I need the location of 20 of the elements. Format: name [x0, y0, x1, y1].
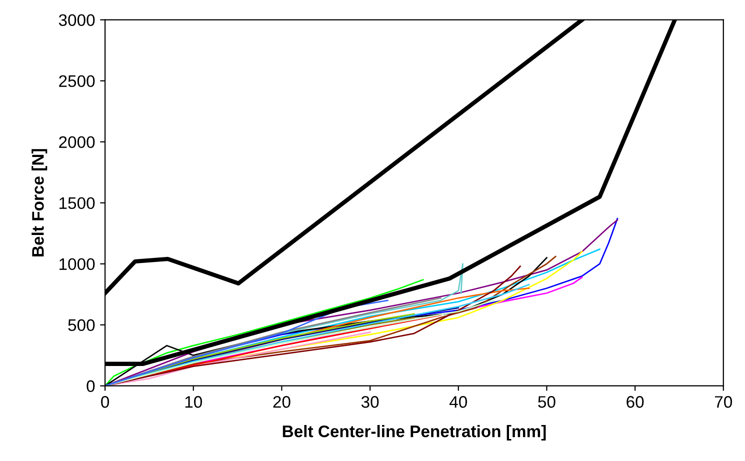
- x-tick-label: 20: [273, 396, 290, 408]
- x-axis-title: Belt Center-line Penetration [mm]: [282, 425, 546, 441]
- y-axis-title: Belt Force [N]: [32, 149, 48, 256]
- y-tick-label: 500: [68, 319, 95, 332]
- line-series: [105, 297, 442, 386]
- line-series: [105, 300, 388, 386]
- y-tick-label: 0: [86, 380, 95, 392]
- x-tick-label: 60: [626, 396, 644, 408]
- x-tick-label: 0: [101, 396, 110, 408]
- x-tick-label: 70: [714, 396, 732, 408]
- x-tick-label: 10: [185, 396, 202, 408]
- y-tick-label: 2000: [59, 136, 95, 148]
- x-tick-label: 40: [450, 396, 468, 408]
- y-tick-label: 1000: [60, 258, 95, 270]
- x-tick-label: 50: [538, 396, 556, 408]
- y-tick-label: 1500: [60, 197, 95, 210]
- y-tick-label: 2500: [59, 75, 95, 88]
- y-tick-label: 3000: [58, 14, 95, 26]
- x-tick-label: 30: [361, 396, 379, 408]
- line-series: [105, 279, 424, 386]
